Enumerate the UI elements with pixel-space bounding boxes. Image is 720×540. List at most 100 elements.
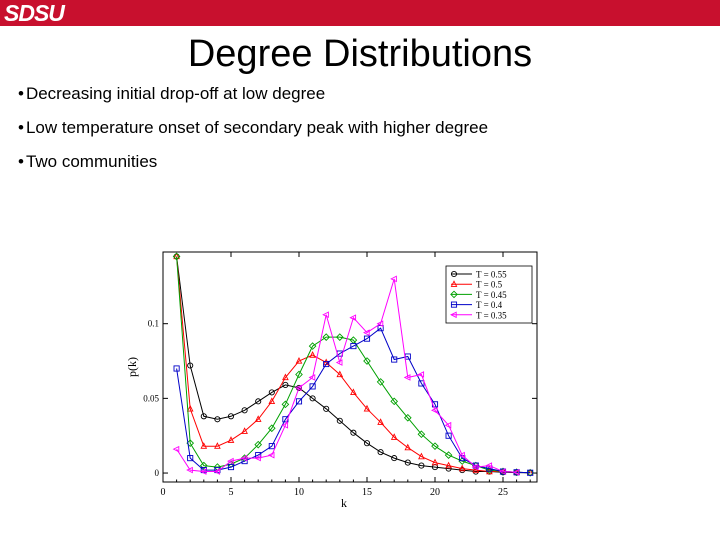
bullet-text: Low temperature onset of secondary peak … (25, 118, 489, 137)
data-point (431, 458, 439, 466)
data-point (308, 374, 316, 381)
data-point (199, 468, 207, 475)
data-point (458, 457, 467, 465)
data-point (404, 459, 411, 466)
data-point (281, 400, 290, 409)
data-point (418, 452, 425, 460)
data-point (213, 468, 221, 475)
y-tick-label: 0 (155, 468, 160, 478)
header-banner: SDSU (0, 0, 720, 26)
plot-area (172, 252, 535, 477)
data-point (417, 371, 425, 378)
data-point (363, 357, 371, 365)
data-point (349, 314, 357, 322)
sdsu-logo: SDSU (4, 0, 65, 26)
bullet-item: • Low temperature onset of secondary peak… (18, 118, 488, 152)
data-point (294, 384, 302, 392)
legend-label: T = 0.55 (476, 270, 507, 280)
x-tick-label: 20 (430, 487, 440, 498)
data-point (309, 395, 316, 402)
data-point (431, 442, 439, 450)
data-point (186, 404, 194, 412)
legend-label: T = 0.35 (476, 310, 507, 320)
data-point (444, 451, 453, 459)
data-point (350, 429, 357, 436)
data-point (322, 311, 329, 319)
data-point (458, 451, 465, 459)
data-point (363, 335, 371, 342)
x-tick-label: 10 (294, 487, 304, 498)
data-point (226, 457, 234, 465)
legend-marker (450, 290, 458, 299)
data-point (390, 433, 398, 440)
data-point (308, 342, 317, 350)
data-point (444, 421, 452, 429)
data-point (254, 454, 261, 462)
data-point (255, 398, 262, 405)
data-point (376, 378, 385, 386)
data-point (512, 468, 520, 476)
data-point (430, 406, 438, 414)
data-point (281, 421, 289, 429)
data-point (335, 333, 344, 341)
data-point (403, 374, 411, 381)
data-point (241, 407, 248, 414)
data-point (390, 397, 399, 406)
legend-label: T = 0.5 (476, 280, 503, 290)
data-point (527, 469, 534, 476)
data-point (282, 373, 289, 381)
slide-title: Degree Distributions (187, 33, 533, 75)
x-tick-label: 25 (498, 487, 508, 498)
data-point (526, 468, 535, 477)
bullet-item: • Two communities (18, 152, 488, 186)
data-point (309, 383, 316, 390)
data-point (418, 462, 425, 469)
data-point (335, 359, 343, 366)
data-point (404, 443, 412, 451)
x-tick-label: 5 (229, 487, 234, 498)
data-point (173, 365, 180, 372)
data-point (214, 442, 221, 449)
data-point (362, 329, 370, 336)
data-point (227, 413, 235, 420)
data-point (403, 413, 412, 422)
bullet-text: Two communities (25, 152, 158, 171)
series-line (176, 256, 531, 474)
data-point (445, 432, 452, 439)
data-point (295, 398, 303, 405)
series-line (176, 256, 531, 474)
x-tick-label: 15 (362, 487, 372, 498)
x-axis-label: k (341, 496, 347, 510)
y-tick-label: 0.1 (148, 319, 159, 329)
data-point (295, 357, 303, 364)
data-point (323, 405, 330, 412)
bullet-icon: • (18, 152, 24, 171)
data-point (350, 343, 357, 350)
legend-marker (449, 311, 457, 319)
data-point (267, 424, 276, 433)
data-point (186, 466, 193, 474)
data-point (172, 445, 180, 453)
legend-marker (450, 280, 458, 287)
legend-marker (450, 270, 458, 278)
data-point (458, 464, 466, 472)
data-point (295, 370, 303, 379)
bullet-text: Decreasing initial drop-off at low degre… (25, 84, 326, 103)
data-point (240, 454, 248, 462)
data-point (376, 320, 384, 328)
data-point (214, 416, 221, 423)
data-point (336, 417, 343, 424)
data-point (390, 275, 397, 283)
data-point (241, 427, 248, 434)
bullet-list: • Decreasing initial drop-off at low degr… (18, 84, 488, 186)
data-point (172, 252, 181, 261)
data-point (268, 443, 275, 450)
series-line (176, 327, 531, 474)
data-point (336, 370, 344, 378)
data-point (471, 463, 479, 471)
data-point (445, 461, 452, 469)
legend-label: T = 0.45 (476, 290, 507, 300)
data-point (254, 415, 262, 422)
data-point (377, 449, 384, 456)
